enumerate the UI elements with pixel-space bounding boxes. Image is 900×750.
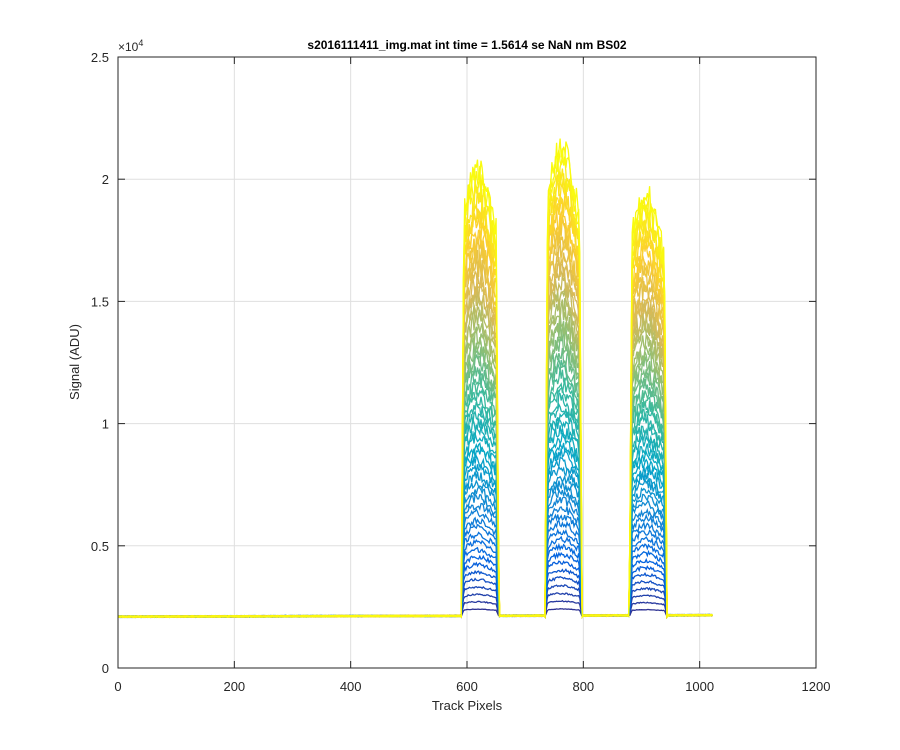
series-line-60 [117, 138, 713, 620]
x-tick-label-2: 400 [340, 679, 362, 694]
x-tick-label-5: 1000 [685, 679, 714, 694]
x-tick-label-6: 1200 [802, 679, 831, 694]
y-tick-label-2: 1 [102, 417, 109, 432]
y-exponent-label: ×104 [118, 38, 143, 54]
x-tick-labels: 0 200 400 600 800 1000 1200 [114, 679, 830, 694]
y-tick-label-3: 1.5 [91, 294, 109, 309]
x-axis-label: Track Pixels [432, 698, 503, 713]
data-series-group [117, 138, 713, 620]
x-tick-label-1: 200 [223, 679, 245, 694]
tick-marks [117, 56, 817, 669]
y-tick-labels: 0 0.5 1 1.5 2 2.5 [91, 50, 109, 676]
y-tick-label-0: 0 [102, 661, 109, 676]
x-tick-label-0: 0 [114, 679, 121, 694]
y-tick-label-1: 0.5 [91, 539, 109, 554]
chart-title: s2016111411_img.mat int time = 1.5614 se… [307, 38, 627, 52]
y-tick-label-4: 2 [102, 172, 109, 187]
x-tick-label-3: 600 [456, 679, 478, 694]
y-exponent-power: 4 [138, 38, 143, 48]
y-exponent-base: ×10 [118, 40, 139, 54]
y-tick-label-5: 2.5 [91, 50, 109, 65]
x-tick-label-4: 800 [572, 679, 594, 694]
y-axis-label: Signal (ADU) [67, 324, 82, 400]
